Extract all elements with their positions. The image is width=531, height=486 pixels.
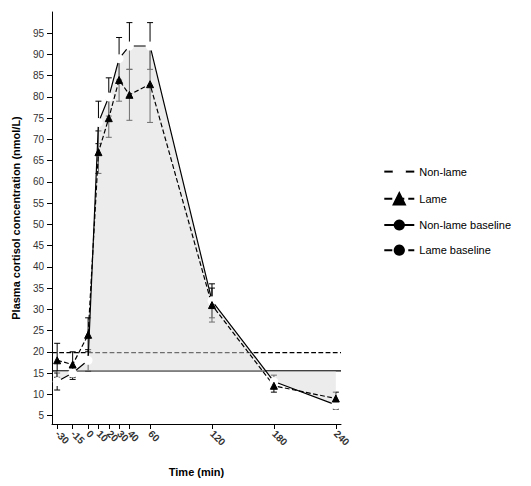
svg-text:Lame: Lame — [419, 193, 447, 205]
svg-text:120: 120 — [208, 428, 228, 448]
svg-text:60: 60 — [146, 428, 162, 444]
svg-text:40: 40 — [33, 261, 45, 272]
svg-text:70: 70 — [33, 134, 45, 145]
svg-text:90: 90 — [33, 49, 45, 60]
svg-text:10: 10 — [94, 428, 111, 444]
svg-text:30: 30 — [115, 428, 131, 444]
svg-text:Non-lame baseline: Non-lame baseline — [419, 219, 511, 231]
svg-text:25: 25 — [33, 325, 45, 336]
svg-text:75: 75 — [33, 113, 45, 124]
svg-text:5: 5 — [38, 410, 44, 421]
svg-text:Plasma cortisol concentration: Plasma cortisol concentration (nmol/L) — [10, 116, 22, 320]
svg-text:60: 60 — [33, 176, 45, 187]
svg-text:10: 10 — [33, 389, 45, 400]
svg-text:180: 180 — [270, 428, 290, 448]
svg-text:Lame baseline: Lame baseline — [419, 244, 491, 256]
svg-text:80: 80 — [33, 91, 45, 102]
svg-text:20: 20 — [104, 428, 121, 444]
svg-text:Time (min): Time (min) — [169, 466, 225, 478]
svg-text:30: 30 — [33, 304, 45, 315]
svg-text:35: 35 — [33, 283, 45, 294]
svg-text:40: 40 — [126, 428, 142, 444]
svg-text:-15: -15 — [69, 428, 87, 446]
svg-text:20: 20 — [33, 346, 45, 357]
svg-text:0: 0 — [84, 428, 96, 440]
svg-text:45: 45 — [33, 240, 45, 251]
svg-text:95: 95 — [33, 28, 45, 39]
svg-text:Non-lame: Non-lame — [419, 166, 467, 178]
svg-text:240: 240 — [332, 428, 352, 448]
svg-text:15: 15 — [33, 368, 45, 379]
svg-text:85: 85 — [33, 70, 45, 81]
svg-text:50: 50 — [33, 219, 45, 230]
svg-text:65: 65 — [33, 155, 45, 166]
svg-text:55: 55 — [33, 198, 45, 209]
svg-text:-30: -30 — [53, 428, 71, 446]
